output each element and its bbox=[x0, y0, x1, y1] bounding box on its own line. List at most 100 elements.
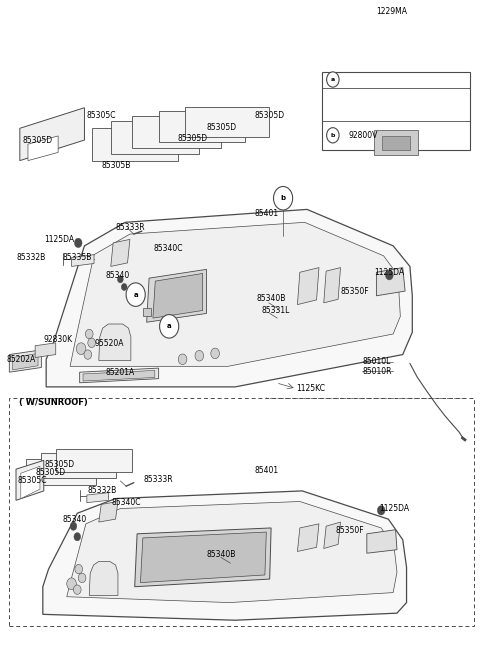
Polygon shape bbox=[153, 273, 203, 318]
Text: 85350F: 85350F bbox=[340, 287, 369, 295]
Polygon shape bbox=[89, 561, 118, 595]
Circle shape bbox=[75, 565, 83, 574]
Polygon shape bbox=[111, 121, 199, 153]
Text: 85340: 85340 bbox=[105, 271, 129, 280]
Text: 85331L: 85331L bbox=[262, 306, 290, 315]
Text: 85340B: 85340B bbox=[257, 294, 286, 303]
Circle shape bbox=[85, 329, 93, 339]
Circle shape bbox=[74, 238, 82, 248]
Text: a: a bbox=[167, 324, 171, 329]
Circle shape bbox=[121, 284, 127, 291]
Polygon shape bbox=[323, 73, 470, 150]
Polygon shape bbox=[46, 210, 412, 387]
Text: 1125KC: 1125KC bbox=[297, 384, 325, 393]
Polygon shape bbox=[41, 453, 116, 478]
Text: 85401: 85401 bbox=[254, 209, 278, 218]
Text: 85340: 85340 bbox=[63, 515, 87, 523]
Circle shape bbox=[70, 522, 77, 531]
Circle shape bbox=[67, 578, 76, 590]
Polygon shape bbox=[35, 343, 56, 358]
Polygon shape bbox=[143, 308, 152, 316]
Polygon shape bbox=[324, 268, 340, 303]
Text: 85332B: 85332B bbox=[16, 253, 45, 261]
Text: 85333R: 85333R bbox=[144, 475, 173, 483]
Text: 85340C: 85340C bbox=[112, 498, 141, 507]
Text: 85333R: 85333R bbox=[116, 223, 145, 232]
Circle shape bbox=[88, 338, 96, 348]
Polygon shape bbox=[147, 269, 206, 322]
Text: b: b bbox=[280, 195, 286, 201]
Polygon shape bbox=[382, 136, 410, 151]
Circle shape bbox=[76, 343, 86, 354]
Text: 95520A: 95520A bbox=[94, 339, 123, 348]
Polygon shape bbox=[72, 255, 94, 267]
Polygon shape bbox=[83, 371, 155, 381]
Text: 85305B: 85305B bbox=[101, 161, 131, 170]
Text: 85305C: 85305C bbox=[87, 111, 116, 120]
Text: 85340C: 85340C bbox=[154, 244, 183, 253]
Text: 92800V: 92800V bbox=[348, 131, 378, 140]
Text: 85305D: 85305D bbox=[23, 136, 53, 145]
Text: 85305D: 85305D bbox=[45, 460, 75, 469]
Circle shape bbox=[159, 314, 179, 338]
Circle shape bbox=[178, 354, 187, 365]
Text: 85305D: 85305D bbox=[206, 122, 237, 132]
Text: 85305D: 85305D bbox=[35, 468, 65, 477]
Polygon shape bbox=[132, 116, 221, 147]
Polygon shape bbox=[324, 522, 340, 548]
Text: 1229MA: 1229MA bbox=[376, 7, 407, 16]
Polygon shape bbox=[340, 0, 359, 1]
Circle shape bbox=[326, 72, 339, 87]
Circle shape bbox=[78, 573, 86, 582]
Polygon shape bbox=[99, 324, 131, 360]
Polygon shape bbox=[16, 460, 44, 500]
Circle shape bbox=[118, 276, 123, 283]
Polygon shape bbox=[367, 530, 397, 553]
Polygon shape bbox=[70, 222, 400, 366]
Text: 92830K: 92830K bbox=[44, 335, 73, 345]
Text: ( W/SUNROOF): ( W/SUNROOF) bbox=[19, 398, 88, 407]
Text: 1125DA: 1125DA bbox=[44, 235, 74, 244]
Polygon shape bbox=[43, 491, 407, 620]
Polygon shape bbox=[135, 528, 271, 587]
Text: 85305C: 85305C bbox=[18, 476, 48, 485]
Polygon shape bbox=[374, 130, 418, 155]
Polygon shape bbox=[87, 493, 108, 502]
Circle shape bbox=[74, 533, 81, 541]
Text: b: b bbox=[331, 133, 335, 138]
Polygon shape bbox=[67, 502, 397, 603]
Circle shape bbox=[211, 348, 219, 359]
Text: 85202A: 85202A bbox=[6, 355, 36, 364]
Polygon shape bbox=[298, 524, 319, 552]
Polygon shape bbox=[28, 136, 58, 160]
Text: a: a bbox=[133, 291, 138, 297]
Text: 85201A: 85201A bbox=[105, 367, 134, 377]
Text: 85340B: 85340B bbox=[206, 550, 236, 559]
Text: 85401: 85401 bbox=[254, 466, 278, 476]
Text: 1125DA: 1125DA bbox=[374, 268, 404, 277]
Polygon shape bbox=[80, 368, 158, 383]
Polygon shape bbox=[56, 449, 132, 472]
Text: 1125DA: 1125DA bbox=[379, 504, 409, 513]
Polygon shape bbox=[141, 532, 266, 582]
Text: a: a bbox=[331, 77, 335, 82]
Polygon shape bbox=[9, 350, 41, 372]
Polygon shape bbox=[376, 268, 405, 296]
Polygon shape bbox=[12, 354, 38, 370]
Circle shape bbox=[377, 506, 385, 515]
Polygon shape bbox=[111, 239, 130, 267]
Circle shape bbox=[274, 187, 293, 210]
Polygon shape bbox=[21, 466, 40, 498]
Polygon shape bbox=[298, 268, 319, 305]
Polygon shape bbox=[99, 502, 118, 522]
Text: 85305D: 85305D bbox=[178, 134, 208, 143]
Polygon shape bbox=[25, 459, 96, 485]
Text: 85350F: 85350F bbox=[336, 527, 364, 535]
Text: 85335B: 85335B bbox=[63, 253, 92, 261]
Text: 85305D: 85305D bbox=[254, 111, 285, 120]
Circle shape bbox=[73, 585, 81, 594]
Polygon shape bbox=[185, 107, 269, 137]
Circle shape bbox=[126, 283, 145, 307]
Polygon shape bbox=[20, 107, 84, 160]
Circle shape bbox=[195, 350, 204, 361]
